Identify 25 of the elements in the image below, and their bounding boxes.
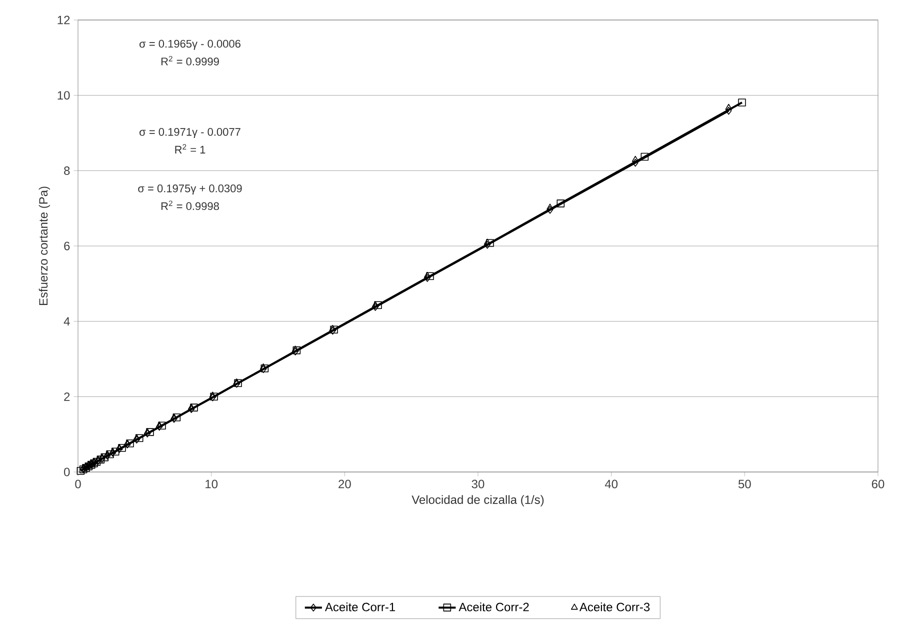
y-tick-label: 6 [64, 242, 70, 250]
annotation: R$^{2}$ = 0.9999 [161, 56, 219, 66]
y-tick-label: 8 [64, 166, 70, 175]
annotation: R$^{2}$ = 1 [175, 144, 206, 154]
legend-label: Aceite Corr-1 [324, 602, 396, 612]
legend-label: Aceite Corr-2 [458, 602, 529, 612]
annotation: R$^{2}$ = 0.9998 [161, 200, 219, 210]
x-tick-label: 10 [206, 480, 218, 488]
y-tick-label: 10 [58, 91, 70, 100]
x-tick-label: 20 [338, 480, 351, 488]
y-tick-label: 0 [64, 468, 70, 476]
annotation: σ = 0.1971γ - 0.0077 [140, 128, 240, 138]
x-tick-label: 0 [75, 480, 81, 488]
y-tick-label: 12 [58, 16, 70, 24]
x-tick-label: 50 [738, 480, 751, 488]
x-tick-label: 30 [472, 480, 484, 488]
x-tick-label: 60 [872, 480, 884, 488]
x-axis-title: Velocidad de cizalla (1/s) [412, 495, 544, 506]
annotation: σ = 0.1975γ + 0.0309 [138, 184, 242, 194]
y-axis-title: Esfuerzo cortante (Pa) [38, 186, 50, 306]
y-tick-label: 2 [64, 392, 70, 401]
annotation: σ = 0.1965γ - 0.0006 [140, 40, 240, 50]
y-tick-label: 4 [64, 317, 70, 326]
x-tick-label: 40 [604, 480, 618, 488]
legend-label: Aceite Corr-3 [579, 602, 650, 612]
